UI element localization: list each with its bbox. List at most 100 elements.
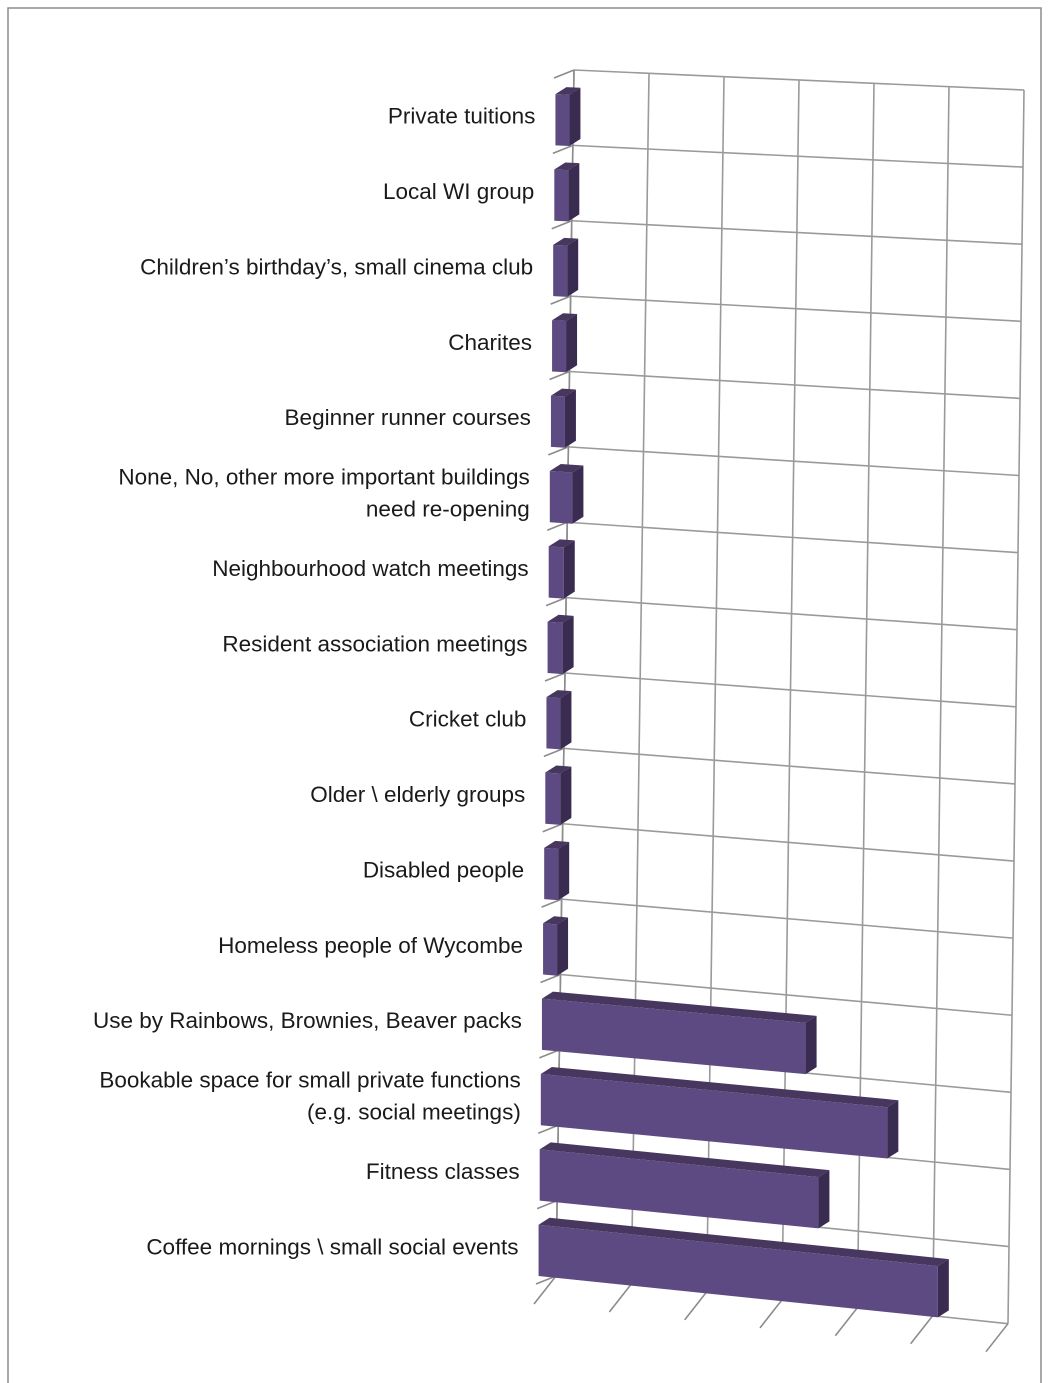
value-tick xyxy=(910,1315,934,1345)
bar-end-face xyxy=(560,691,572,750)
category-labels: Private tuitions Local WI group Children’s… xyxy=(93,104,535,1260)
category-tick xyxy=(539,1049,560,1059)
bar-end-face xyxy=(805,1015,817,1075)
bar-end-face xyxy=(568,163,580,222)
bar xyxy=(544,840,570,901)
bar xyxy=(547,614,574,675)
bar-front-face xyxy=(539,1149,819,1229)
bar-top-face xyxy=(553,237,579,246)
bar-end-face xyxy=(562,615,574,675)
bar xyxy=(545,765,572,825)
bar-top-face xyxy=(540,1066,899,1108)
bar-top-face xyxy=(552,313,578,322)
bar-front-face xyxy=(548,546,564,599)
value-tick xyxy=(608,1283,632,1313)
horizontal-gridline xyxy=(563,747,1016,785)
bar-top-face xyxy=(539,1142,830,1178)
gridlines xyxy=(555,69,1025,1325)
category-label: Use by Rainbows, Brownies, Beaver packs xyxy=(93,1008,522,1033)
bar xyxy=(549,463,584,524)
category-tick xyxy=(544,672,566,682)
bar-top-face xyxy=(545,765,572,774)
category-tick xyxy=(549,370,570,381)
horizontal-gridline xyxy=(573,69,1025,91)
category-label-line: (e.g. social meetings) xyxy=(307,1100,521,1125)
value-tick xyxy=(684,1291,708,1321)
category-tick xyxy=(542,823,564,833)
category-label: Older \ elderly groups xyxy=(310,782,525,807)
category-label-line: Fitness classes xyxy=(366,1159,520,1184)
bar-front-face xyxy=(554,169,569,222)
bar-front-face xyxy=(549,470,573,524)
bar xyxy=(541,991,817,1075)
horizontal-gridline xyxy=(568,446,1020,477)
bar-top-face xyxy=(541,991,817,1023)
category-label: None, No, other more important buildings… xyxy=(118,465,529,522)
category-label-line: Use by Rainbows, Brownies, Beaver packs xyxy=(93,1008,522,1033)
category-label: Resident association meetings xyxy=(222,631,527,656)
vertical-gridline xyxy=(1007,89,1025,1324)
bar-end-face xyxy=(557,917,569,976)
bar-top-face xyxy=(544,840,570,850)
category-tick xyxy=(551,220,573,230)
category-label-line: Cricket club xyxy=(409,707,527,732)
horizontal-gridline xyxy=(562,822,1015,862)
bar-top-face xyxy=(550,388,576,397)
bar-end-face xyxy=(572,465,584,524)
horizontal-gridline xyxy=(569,370,1021,400)
category-label: Cricket club xyxy=(409,707,527,732)
bar-front-face xyxy=(540,1073,888,1159)
category-label: Bookable space for small private functio… xyxy=(99,1068,520,1125)
bar-front-face xyxy=(543,923,558,976)
bar xyxy=(543,916,569,976)
bar xyxy=(539,1142,830,1229)
bar-end-face xyxy=(564,389,576,448)
bar-end-face xyxy=(569,87,581,146)
bar-top-face xyxy=(548,539,575,548)
horizontal-gridline xyxy=(572,144,1024,168)
value-tick xyxy=(985,1323,1009,1353)
category-label-line: Homeless people of Wycombe xyxy=(218,933,523,958)
horizontal-gridline xyxy=(560,973,1013,1017)
bar-top-face xyxy=(538,1217,949,1267)
category-label: Charites xyxy=(448,330,532,355)
bar-top-face xyxy=(554,162,580,171)
bar-front-face xyxy=(546,697,561,750)
category-tick xyxy=(553,69,575,79)
category-label-line: Bookable space for small private functio… xyxy=(99,1068,520,1093)
category-label-line: Children’s birthday’s, small cinema club xyxy=(140,254,533,279)
category-label: Local WI group xyxy=(383,179,534,204)
category-label: Fitness classes xyxy=(366,1159,520,1184)
category-label: Private tuitions xyxy=(388,104,536,129)
bar-top-face xyxy=(555,87,581,95)
bar-end-face xyxy=(566,314,578,373)
bar-end-face xyxy=(558,842,570,901)
value-tick xyxy=(834,1307,858,1337)
bar xyxy=(554,162,580,222)
horizontal-gridline xyxy=(570,295,1022,323)
category-tick xyxy=(552,144,574,155)
bar-front-face xyxy=(541,998,806,1075)
bar-front-face xyxy=(550,395,565,448)
bar-front-face xyxy=(545,772,561,825)
category-label-line: Neighbourhood watch meetings xyxy=(212,556,528,581)
category-label-line: Older \ elderly groups xyxy=(310,782,525,807)
category-label-line: Beginner runner courses xyxy=(285,405,531,430)
category-label: Homeless people of Wycombe xyxy=(218,933,523,958)
bar-end-face xyxy=(818,1170,830,1229)
bar-front-face xyxy=(555,94,570,146)
category-label-line: Coffee mornings \ small social events xyxy=(146,1234,518,1259)
bar-top-face xyxy=(547,614,574,623)
bar-end-face xyxy=(560,766,572,825)
bar xyxy=(540,1066,899,1159)
bar-top-face xyxy=(546,690,572,699)
bar xyxy=(552,313,578,373)
category-tick xyxy=(541,898,562,908)
bar xyxy=(538,1217,949,1318)
category-tick xyxy=(550,295,571,305)
category-tick xyxy=(537,1124,559,1134)
horizontal-gridline xyxy=(571,219,1023,245)
bar-front-face xyxy=(544,847,559,901)
bar-front-face xyxy=(547,621,563,675)
bar-top-face xyxy=(543,916,569,925)
